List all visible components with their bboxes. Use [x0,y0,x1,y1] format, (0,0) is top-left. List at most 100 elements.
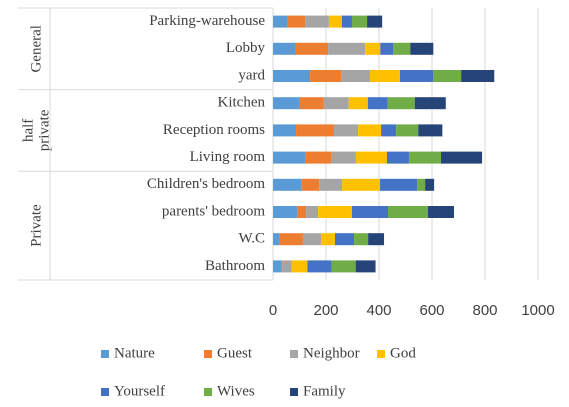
bar-segment [273,260,281,273]
bar-segment [273,97,299,110]
bar-segment [279,233,303,246]
bar-segment [354,233,369,246]
y-tick-label: parents' bedroom [162,203,265,219]
legend-label: Guest [217,345,253,361]
y-tick-label: Kitchen [218,95,266,111]
bar-segment [428,206,454,218]
group-label: Private [28,204,44,247]
bar-segment [341,70,370,82]
bar-segment [273,42,295,55]
bar-segment [365,42,381,55]
bar-segment [328,42,366,55]
bar-segment [302,233,321,246]
bar-segment [273,70,311,82]
bar-segment [280,260,283,273]
legend-label: Neighbor [303,345,360,361]
bar-segment [418,124,443,137]
y-tick-label: Reception rooms [163,122,265,138]
bar-segment [351,15,368,28]
bar-segment [348,97,368,110]
legend-label: God [390,345,416,361]
x-tick-label: 600 [419,302,444,319]
bar-segment [273,124,297,137]
bar-segment [341,15,352,28]
bar-segment [369,70,400,82]
bar-segment [273,206,298,218]
bar-segment [301,178,320,191]
bar-segment [410,42,434,55]
bar-segment [291,260,308,273]
bar-segment [387,97,415,110]
legend-swatch [101,388,109,396]
bar-segment [287,15,306,28]
bar-segment [331,151,356,164]
bar-segment [386,151,409,164]
x-tick-label: 200 [313,302,338,319]
legend-swatch [204,350,212,358]
bar-segment [441,151,483,164]
bar-segment [307,260,332,273]
bar-segment [297,206,307,218]
bar-segment [305,151,332,164]
bar-segment [305,15,329,28]
bar-segment [367,15,383,28]
bar-segment [425,178,435,191]
x-tick-label: 400 [366,302,391,319]
group-label: private [36,109,52,151]
bar-segment [388,206,429,218]
bar-segment [273,15,288,28]
group-label: General [28,25,44,72]
x-tick-label: 0 [269,302,277,319]
bar-segment [331,260,356,273]
bar-segment [273,233,280,246]
group-label: half [20,119,36,142]
bar-segment [393,42,411,55]
legend-swatch [101,350,109,358]
y-tick-label: W.C [238,231,265,247]
bar-segment [368,233,385,246]
bar-segment [408,151,442,164]
bar-segment [381,124,397,137]
bar-segment [306,206,319,218]
bar-segment [323,97,349,110]
bar-segment [461,70,495,82]
y-tick-label: Parking-warehouse [149,13,265,29]
bar-segment [319,178,343,191]
bar-segment [355,260,376,273]
bar-segment [380,178,418,191]
bar-segment [282,260,292,273]
bar-segment [417,178,426,191]
bar-segment [396,124,419,137]
bar-segment [310,70,342,82]
x-tick-label: 1000 [521,302,554,319]
legend-label: Wives [217,383,255,399]
legend-swatch [290,388,298,396]
y-tick-label: Living room [190,149,266,165]
legend-label: Family [303,383,346,399]
legend-swatch [204,388,212,396]
bar-segment [358,124,382,137]
bar-segment [433,70,462,82]
bar-segment [414,97,446,110]
bar-segment [355,151,387,164]
y-tick-label: Lobby [226,40,266,56]
legend-label: Yourself [114,383,165,399]
bar-segment [367,97,388,110]
bar-segment [351,206,389,218]
bar-segment [399,70,434,82]
bar-segment [380,42,394,55]
bar-segment [320,233,336,246]
y-tick-label: yard [238,67,265,83]
bar-segment [335,233,355,246]
bar-segment [296,124,334,137]
bar-segment [273,178,302,191]
bar-segment [298,97,324,110]
bar-segment [294,42,329,55]
legend-swatch [290,350,298,358]
bar-segment [333,124,359,137]
y-tick-label: Children's bedroom [147,176,265,192]
x-tick-label: 800 [472,302,497,319]
bar-segment [342,178,381,191]
bar-segment [318,206,352,218]
